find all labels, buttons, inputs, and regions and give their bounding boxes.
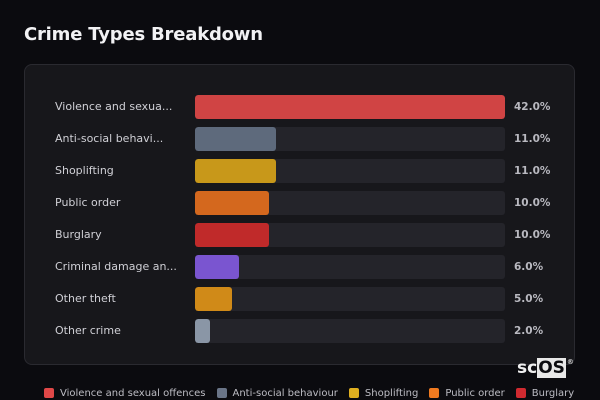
bar-label: Other crime [55, 324, 121, 337]
bar-track [195, 319, 505, 343]
registered-icon: ® [566, 358, 574, 366]
chart-title: Crime Types Breakdown [24, 24, 263, 45]
bar-row: Other theft 5.0% [25, 287, 574, 311]
legend-label: Violence and sexual offences [60, 387, 206, 399]
bar-fill[interactable] [195, 191, 269, 215]
bar-value: 6.0% [514, 261, 544, 273]
bar-label: Public order [55, 196, 121, 209]
legend-label: Public order [445, 387, 505, 399]
bar-track [195, 223, 505, 247]
bar-row: Criminal damage an... 6.0% [25, 255, 574, 279]
logo-os: OS [537, 358, 566, 378]
legend-label: Burglary [531, 387, 575, 399]
bar-row: Other crime 2.0% [25, 319, 574, 343]
legend-swatch-icon [515, 388, 526, 398]
legend-swatch-icon [348, 388, 359, 398]
bar-track [195, 287, 505, 311]
bar-row: Shoplifting 11.0% [25, 159, 574, 183]
bar-fill[interactable] [195, 319, 210, 343]
legend-label: Shoplifting [364, 387, 419, 399]
bar-track [195, 255, 505, 279]
legend-item[interactable]: Public order [429, 387, 505, 399]
bar-fill[interactable] [195, 127, 277, 151]
bar-fill[interactable] [195, 95, 505, 119]
bar-fill[interactable] [195, 223, 269, 247]
bar-track [195, 127, 505, 151]
bar-value: 5.0% [514, 293, 544, 305]
logo-sc: sc [517, 358, 538, 378]
bar-label: Other theft [55, 292, 116, 305]
bar-value: 2.0% [514, 325, 544, 337]
bar-fill[interactable] [195, 255, 240, 279]
bar-value: 11.0% [514, 165, 551, 177]
legend-swatch-icon [429, 388, 440, 398]
bar-track [195, 159, 505, 183]
bar-track [195, 191, 505, 215]
bar-label: Anti-social behavi... [55, 132, 164, 145]
chart-card: Violence and sexua... 42.0% Anti-social be… [24, 64, 575, 365]
legend-swatch-icon [216, 388, 227, 398]
bar-fill[interactable] [195, 287, 232, 311]
legend-label: Anti-social behaviour [232, 387, 338, 399]
bar-row: Burglary 10.0% [25, 223, 574, 247]
legend-item[interactable]: Shoplifting [348, 387, 419, 399]
scos-logo: sc OS ® [517, 358, 574, 378]
legend-item[interactable]: Burglary [515, 387, 575, 399]
bar-label: Criminal damage an... [55, 260, 177, 273]
bar-value: 10.0% [514, 197, 551, 209]
legend-item[interactable]: Anti-social behaviour [216, 387, 338, 399]
bar-row: Public order 10.0% [25, 191, 574, 215]
legend-item[interactable]: Violence and sexual offences [44, 388, 206, 399]
bar-fill[interactable] [195, 159, 277, 183]
bar-row: Anti-social behavi... 11.0% [25, 127, 574, 151]
bar-label: Burglary [55, 228, 102, 241]
chart-legend: Violence and sexual offences Anti-social … [44, 386, 585, 400]
bar-track [195, 95, 505, 119]
bar-value: 10.0% [514, 229, 551, 241]
bar-row: Violence and sexua... 42.0% [25, 95, 574, 119]
bar-value: 11.0% [514, 133, 551, 145]
bar-label: Violence and sexua... [55, 100, 173, 113]
bar-label: Shoplifting [55, 164, 114, 177]
bar-value: 42.0% [514, 101, 551, 113]
legend-swatch-icon [44, 388, 54, 398]
